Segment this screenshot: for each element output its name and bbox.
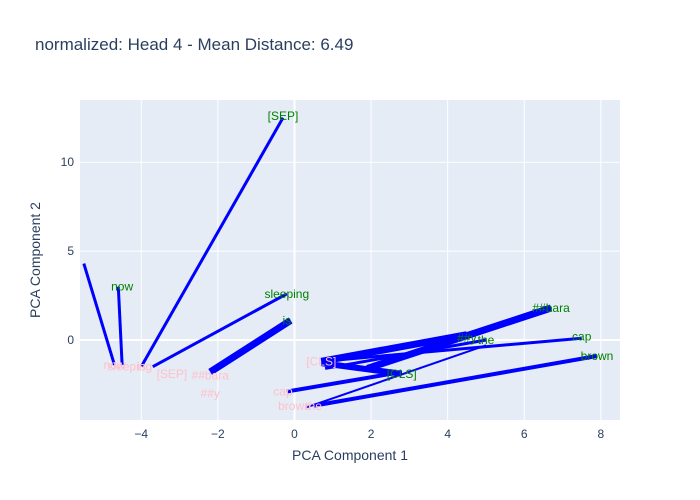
x-tick-label: −2 bbox=[211, 427, 225, 441]
token-label: brown bbox=[581, 349, 614, 363]
x-tick-label: −4 bbox=[134, 427, 148, 441]
token-label: sleeping bbox=[107, 360, 152, 374]
token-label: ##y bbox=[201, 386, 220, 400]
attention-line bbox=[313, 354, 598, 408]
x-tick-label: 4 bbox=[444, 427, 451, 441]
attention-line bbox=[152, 292, 288, 368]
token-label: [CLS] bbox=[387, 367, 417, 381]
token-label: cap bbox=[273, 385, 293, 399]
token-label: sleeping bbox=[264, 287, 309, 301]
x-tick-label: 8 bbox=[598, 427, 605, 441]
y-axis-title: PCA Component 2 bbox=[27, 202, 43, 318]
attention-line bbox=[116, 286, 124, 365]
token-label: ##y bbox=[457, 331, 476, 345]
token-label: the bbox=[478, 333, 495, 347]
y-tick-label: 10 bbox=[61, 155, 75, 169]
attention-line bbox=[139, 117, 285, 368]
chart-title: normalized: Head 4 - Mean Distance: 6.49 bbox=[35, 35, 353, 54]
axis-ticks: −4 −2 0 2 4 6 8 0 5 10 bbox=[61, 155, 605, 441]
attention-line bbox=[320, 331, 468, 365]
attention-line bbox=[286, 370, 403, 394]
token-label: ##bara bbox=[192, 369, 230, 383]
token-label: the bbox=[305, 399, 322, 413]
x-tick-label: 0 bbox=[291, 427, 298, 441]
token-label: [CLS] bbox=[306, 354, 336, 368]
attention-line bbox=[320, 360, 403, 377]
token-label: brown bbox=[278, 399, 311, 413]
attention-line bbox=[321, 336, 582, 363]
attention-line bbox=[208, 317, 293, 375]
x-axis-title: PCA Component 1 bbox=[292, 447, 408, 463]
token-label: [SEP] bbox=[157, 367, 188, 381]
attention-line bbox=[82, 263, 116, 366]
attention-lines bbox=[82, 117, 598, 409]
attention-line bbox=[305, 344, 487, 409]
token-label: now bbox=[103, 358, 125, 372]
token-label: ##bara bbox=[532, 301, 570, 315]
token-label: cap bbox=[572, 329, 592, 343]
token-label: is bbox=[137, 360, 146, 374]
x-tick-label: 6 bbox=[521, 427, 528, 441]
token-label: now bbox=[111, 280, 133, 294]
y-tick-label: 0 bbox=[67, 333, 74, 347]
x-tick-label: 2 bbox=[368, 427, 375, 441]
token-label: is bbox=[282, 313, 291, 327]
y-tick-label: 5 bbox=[67, 244, 74, 258]
token-label: [SEP] bbox=[268, 109, 299, 123]
grid-lines bbox=[80, 100, 620, 420]
